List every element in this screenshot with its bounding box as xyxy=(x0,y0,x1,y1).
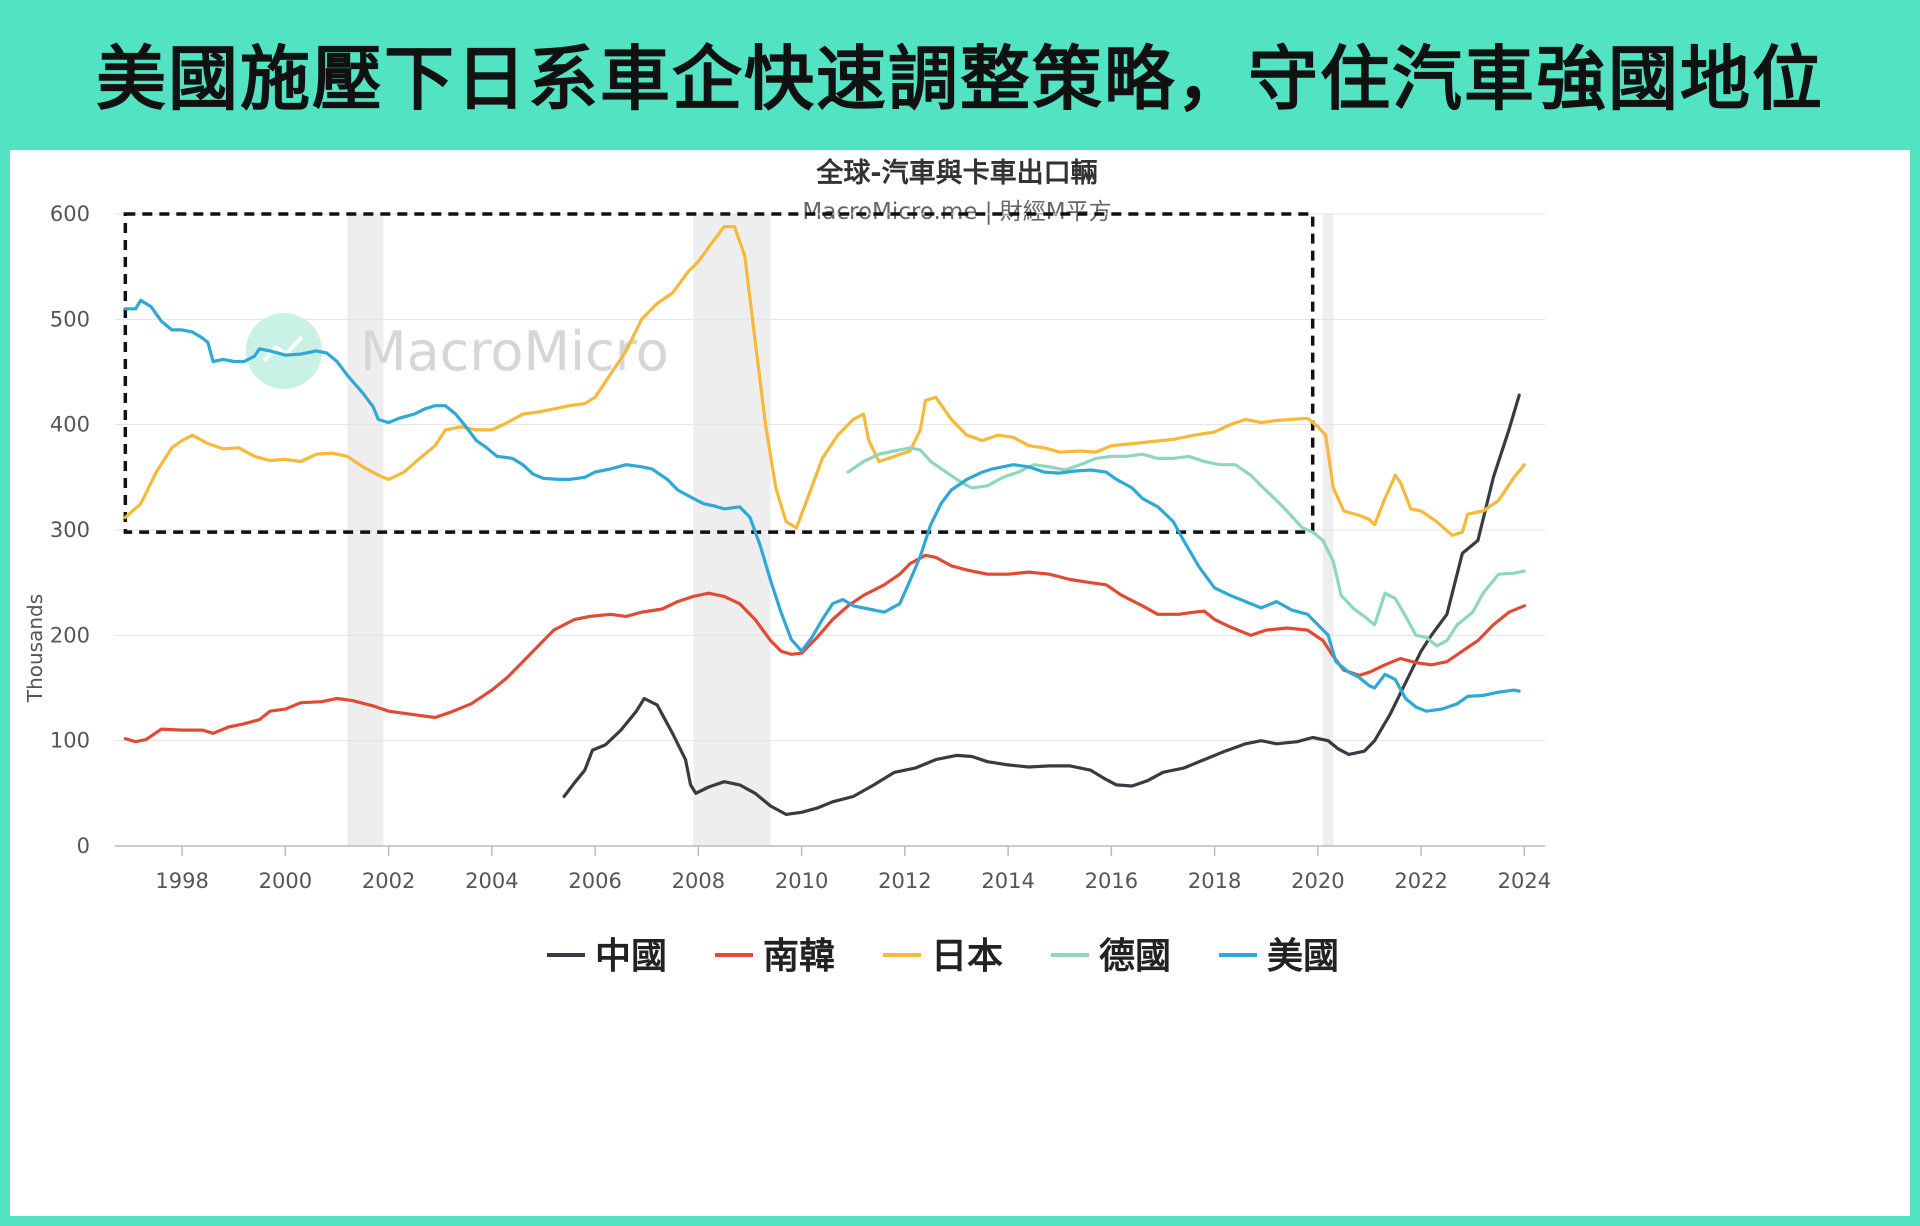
x-tick-label: 2024 xyxy=(1498,869,1551,893)
x-tick-label: 2018 xyxy=(1188,869,1241,893)
highlight-rectangle xyxy=(123,212,1315,534)
legend-item-germany: 德國 xyxy=(1051,936,1171,977)
series-line-japan xyxy=(123,225,1526,537)
x-tick-label: 2012 xyxy=(878,869,931,893)
chart-subtitle: MacroMicro.me | 財經M平方 xyxy=(802,199,1111,225)
legend: 中國 南韓 日本 德國 美國 xyxy=(547,936,1339,977)
y-tick-label: 500 xyxy=(50,307,90,331)
legend-item-usa: 美國 xyxy=(1219,936,1339,977)
legend-label: 美國 xyxy=(1267,936,1339,977)
highlight-box xyxy=(123,212,1315,534)
series-line-usa xyxy=(123,298,1521,713)
y-tick-label: 0 xyxy=(77,834,90,858)
legend-label: 中國 xyxy=(595,936,667,977)
legend-item-china: 中國 xyxy=(547,936,667,977)
banner-title: 美國施壓下日系車企快速調整策略，守住汽車強國地位 xyxy=(96,37,1824,120)
x-tick-label: 2014 xyxy=(981,869,1034,893)
x-tick-label: 2004 xyxy=(465,869,518,893)
x-tick-label: 2002 xyxy=(362,869,415,893)
y-tick-label: 400 xyxy=(50,413,90,437)
series-line-china xyxy=(562,393,1521,816)
y-tick-label: 200 xyxy=(50,623,90,647)
legend-label: 日本 xyxy=(931,936,1003,977)
banner: 美國施壓下日系車企快速調整策略，守住汽車強國地位 xyxy=(0,0,1920,146)
series-lines xyxy=(123,225,1526,816)
x-tick-label: 1998 xyxy=(155,869,208,893)
series-line-germany xyxy=(846,446,1526,648)
chart-title: 全球-汽車與卡車出口輛 xyxy=(815,157,1097,189)
y-tick-label: 100 xyxy=(50,729,90,753)
x-tick-label: 2008 xyxy=(672,869,725,893)
x-tick-label: 2022 xyxy=(1394,869,1447,893)
axes: 0 100 200 300 400 500 600 1998 2000 2002 2004 2006 2… xyxy=(50,202,1551,893)
watermark-trend-icon xyxy=(262,335,304,363)
line-chart: 全球-汽車與卡車出口輛 MacroMicro.me | 財經M平方 MacroM… xyxy=(23,157,1551,977)
x-tick-label: 2020 xyxy=(1291,869,1344,893)
y-axis-label: Thousands xyxy=(23,594,47,703)
x-tick-label: 2016 xyxy=(1085,869,1138,893)
y-tick-label: 300 xyxy=(50,518,90,542)
watermark: MacroMicro xyxy=(246,313,669,389)
x-tick-label: 2000 xyxy=(259,869,312,893)
watermark-text: MacroMicro xyxy=(360,320,669,383)
chart-panel: 全球-汽車與卡車出口輛 MacroMicro.me | 財經M平方 MacroM… xyxy=(10,150,1910,1216)
x-tick-label: 2006 xyxy=(568,869,621,893)
legend-item-korea: 南韓 xyxy=(715,936,835,977)
legend-item-japan: 日本 xyxy=(883,936,1003,977)
legend-label: 南韓 xyxy=(763,936,835,977)
legend-label: 德國 xyxy=(1099,936,1171,977)
y-tick-label: 600 xyxy=(50,202,90,226)
series-line-korea xyxy=(123,553,1526,744)
x-tick-label: 2010 xyxy=(775,869,828,893)
